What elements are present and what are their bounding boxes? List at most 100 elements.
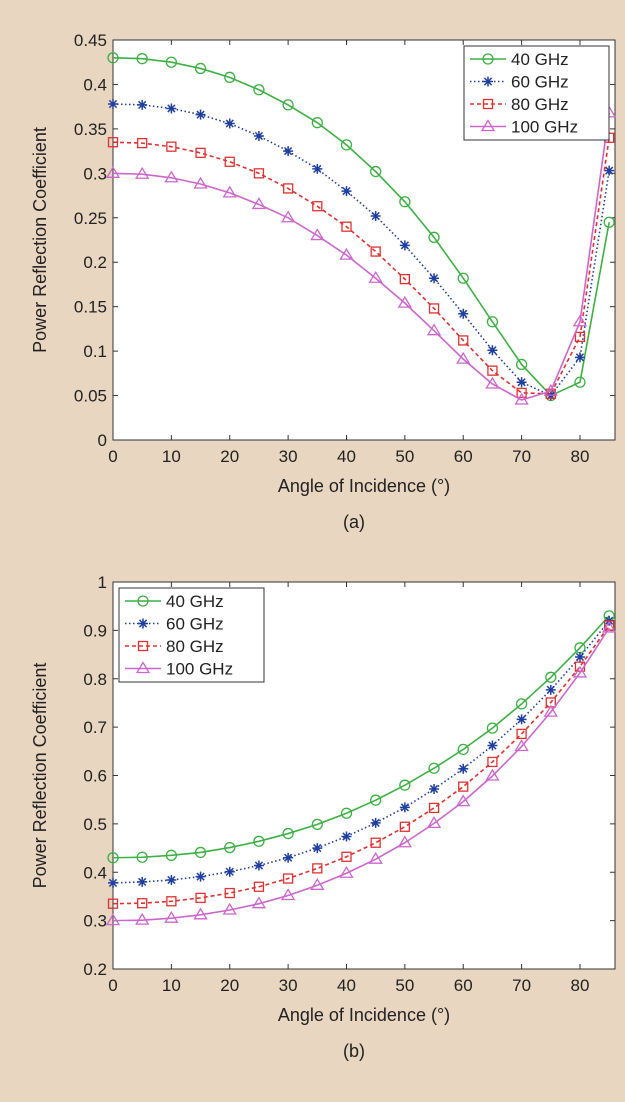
data-point <box>282 873 294 884</box>
data-point <box>572 314 588 327</box>
legend-entry: 80 GHz <box>511 95 569 114</box>
data-point <box>107 52 119 64</box>
data-point <box>487 345 498 356</box>
data-point <box>136 851 148 863</box>
data-point <box>253 835 265 847</box>
y-tick-label: 0.2 <box>83 960 107 979</box>
chart-panel-0: 0 10 20 30 40 50 60 70 80 0 0.05 0.1 0.15 0.2 0.25 0.3 0… <box>30 31 617 532</box>
data-point <box>253 168 265 179</box>
x-tick-label: 80 <box>571 976 590 995</box>
x-tick-label: 10 <box>162 976 181 995</box>
data-point <box>311 818 323 831</box>
data-point <box>604 165 615 176</box>
data-point <box>543 704 558 717</box>
data-point <box>224 887 235 899</box>
panel-label: (a) <box>343 512 365 532</box>
data-point <box>574 331 586 343</box>
data-point <box>251 896 267 909</box>
series-0 <box>107 610 615 864</box>
data-point <box>370 817 381 828</box>
x-tick-label: 10 <box>162 447 181 466</box>
data-point <box>165 56 178 68</box>
x-axis-label: Angle of Incidence (°) <box>278 1005 450 1025</box>
series-3 <box>105 620 617 926</box>
x-tick-label: 40 <box>337 976 356 995</box>
data-point <box>108 877 118 888</box>
data-point <box>515 358 528 371</box>
x-tick-label: 80 <box>571 447 590 466</box>
data-point <box>370 794 382 806</box>
legend-box <box>463 45 610 141</box>
data-point <box>456 351 471 364</box>
data-point <box>485 768 500 781</box>
data-point <box>428 231 440 243</box>
data-point <box>399 821 411 832</box>
data-point <box>166 874 177 885</box>
data-point <box>429 784 440 795</box>
x-tick-label: 30 <box>279 976 298 995</box>
data-point <box>107 898 119 909</box>
y-tick-label: 0.4 <box>83 863 107 882</box>
data-point <box>282 827 294 840</box>
data-point <box>574 376 586 388</box>
data-point <box>312 863 323 874</box>
data-point <box>312 843 323 854</box>
data-point <box>340 139 353 151</box>
legend-box <box>118 587 265 683</box>
series-2 <box>107 132 615 399</box>
data-point <box>166 896 177 907</box>
data-point <box>399 240 410 251</box>
data-point <box>487 756 498 768</box>
legend: 40 GHz 60 GHz 80 GHz 100 GHz <box>463 45 610 141</box>
data-point <box>370 837 381 848</box>
data-point <box>516 377 527 388</box>
legend-swatch-marker <box>137 640 149 652</box>
data-point <box>487 365 498 376</box>
data-point <box>574 352 585 363</box>
data-point <box>312 163 323 174</box>
legend-entry: 60 GHz <box>166 615 224 634</box>
data-point <box>602 620 617 633</box>
data-point <box>545 671 557 683</box>
y-tick-label: 0.25 <box>74 209 107 228</box>
data-point <box>310 228 325 241</box>
data-point <box>105 166 121 178</box>
data-point <box>458 335 469 346</box>
data-point <box>135 166 150 179</box>
data-point <box>195 147 206 159</box>
y-tick-label: 0.4 <box>83 75 107 94</box>
data-point <box>312 201 323 212</box>
data-point <box>339 247 354 260</box>
data-point <box>224 118 235 129</box>
data-point <box>193 176 208 189</box>
data-point <box>224 841 236 854</box>
y-tick-label: 0.7 <box>83 718 107 737</box>
x-tick-label: 40 <box>337 447 356 466</box>
series-3 <box>105 105 617 405</box>
chart-panel-1: 0 10 20 30 40 50 60 70 80 0.2 0.3 0.4 0.5 0.6 0.7 0.8 0.… <box>30 573 617 1061</box>
data-point <box>282 183 294 194</box>
y-tick-label: 0.05 <box>74 387 107 406</box>
data-point <box>458 781 469 792</box>
data-point <box>280 210 296 223</box>
data-point <box>341 831 352 842</box>
data-point <box>399 802 410 813</box>
data-point <box>224 71 236 83</box>
data-point <box>543 383 558 396</box>
data-point <box>426 323 442 336</box>
y-tick-label: 0.6 <box>83 767 107 786</box>
data-point <box>399 273 411 285</box>
data-point <box>136 53 148 65</box>
y-tick-label: 0.1 <box>83 342 107 361</box>
data-point <box>164 170 179 183</box>
data-point <box>487 740 498 751</box>
data-point <box>310 878 325 890</box>
legend-swatch-marker <box>135 661 151 674</box>
legend: 40 GHz 60 GHz 80 GHz 100 GHz <box>118 587 265 683</box>
data-point <box>253 860 264 871</box>
y-tick-label: 0.8 <box>83 670 107 689</box>
data-point <box>137 876 148 887</box>
x-tick-label: 60 <box>454 447 473 466</box>
x-tick-label: 0 <box>108 447 117 466</box>
series-0 <box>107 52 615 402</box>
